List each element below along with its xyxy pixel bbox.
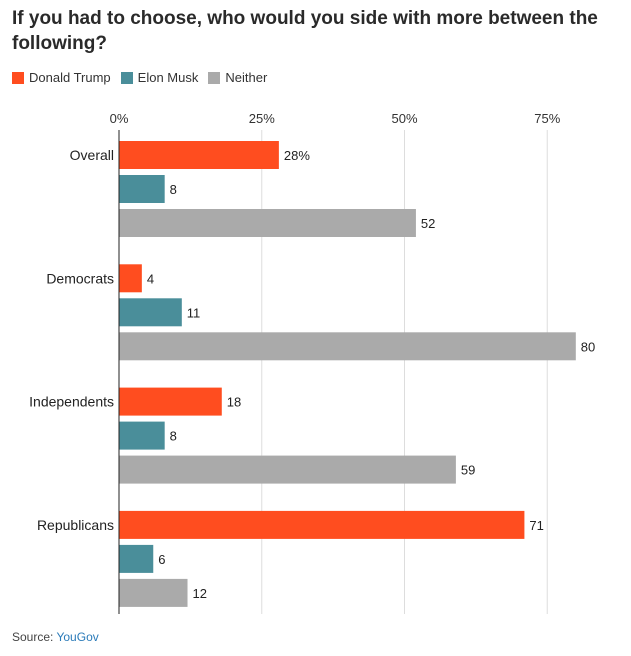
bar-republicans-neither [119, 578, 188, 607]
bar-independents-neither [119, 455, 456, 484]
tick-label-25: 25% [249, 111, 275, 126]
data-label-democrats-neither: 80 [581, 339, 595, 354]
tick-label-75: 75% [534, 111, 560, 126]
data-label-independents-neither: 59 [461, 463, 475, 478]
tick-label-0: 0% [110, 111, 129, 126]
bar-republicans-trump [119, 510, 525, 539]
category-label-republicans: Republicans [37, 517, 114, 533]
legend-swatch-musk [120, 71, 133, 84]
data-label-republicans-neither: 12 [193, 586, 207, 601]
legend-label-trump: Donald Trump [29, 70, 111, 85]
bar-democrats-neither [119, 332, 576, 361]
data-label-republicans-trump: 71 [529, 518, 543, 533]
bar-overall-musk [119, 175, 165, 203]
legend-swatch-neither [208, 71, 221, 84]
bar-overall-trump [119, 141, 279, 169]
legend-item-neither: Neither [208, 70, 267, 85]
category-label-democrats: Democrats [46, 270, 114, 286]
category-label-independents: Independents [29, 394, 114, 410]
bar-democrats-musk [119, 298, 182, 327]
source-label: Source: [12, 630, 54, 644]
category-label-overall: Overall [70, 147, 114, 163]
tick-label-50: 50% [391, 111, 417, 126]
data-label-democrats-trump: 4 [147, 271, 154, 286]
legend-label-musk: Elon Musk [137, 70, 199, 85]
data-label-independents-musk: 8 [170, 429, 177, 444]
source-link[interactable]: YouGov [56, 630, 99, 644]
bar-independents-musk [119, 421, 165, 450]
legend: Donald Trump Elon Musk Neither [12, 70, 277, 85]
data-label-overall-trump: 28% [284, 148, 310, 163]
legend-item-musk: Elon Musk [120, 70, 199, 85]
data-label-overall-neither: 52 [421, 216, 435, 231]
data-label-independents-trump: 18 [227, 395, 241, 410]
data-label-democrats-musk: 11 [187, 305, 201, 320]
legend-label-neither: Neither [225, 70, 268, 85]
data-label-republicans-musk: 6 [158, 552, 165, 567]
bar-independents-trump [119, 387, 222, 416]
legend-swatch-trump [12, 71, 24, 84]
source-note: Source: YouGov [12, 630, 99, 644]
bar-republicans-musk [119, 544, 154, 573]
bar-overall-neither [119, 209, 416, 237]
bar-democrats-trump [119, 264, 142, 293]
chart-title: If you had to choose, who would you side… [12, 8, 598, 54]
legend-item-trump: Donald Trump [12, 70, 111, 85]
data-label-overall-musk: 8 [170, 182, 177, 197]
